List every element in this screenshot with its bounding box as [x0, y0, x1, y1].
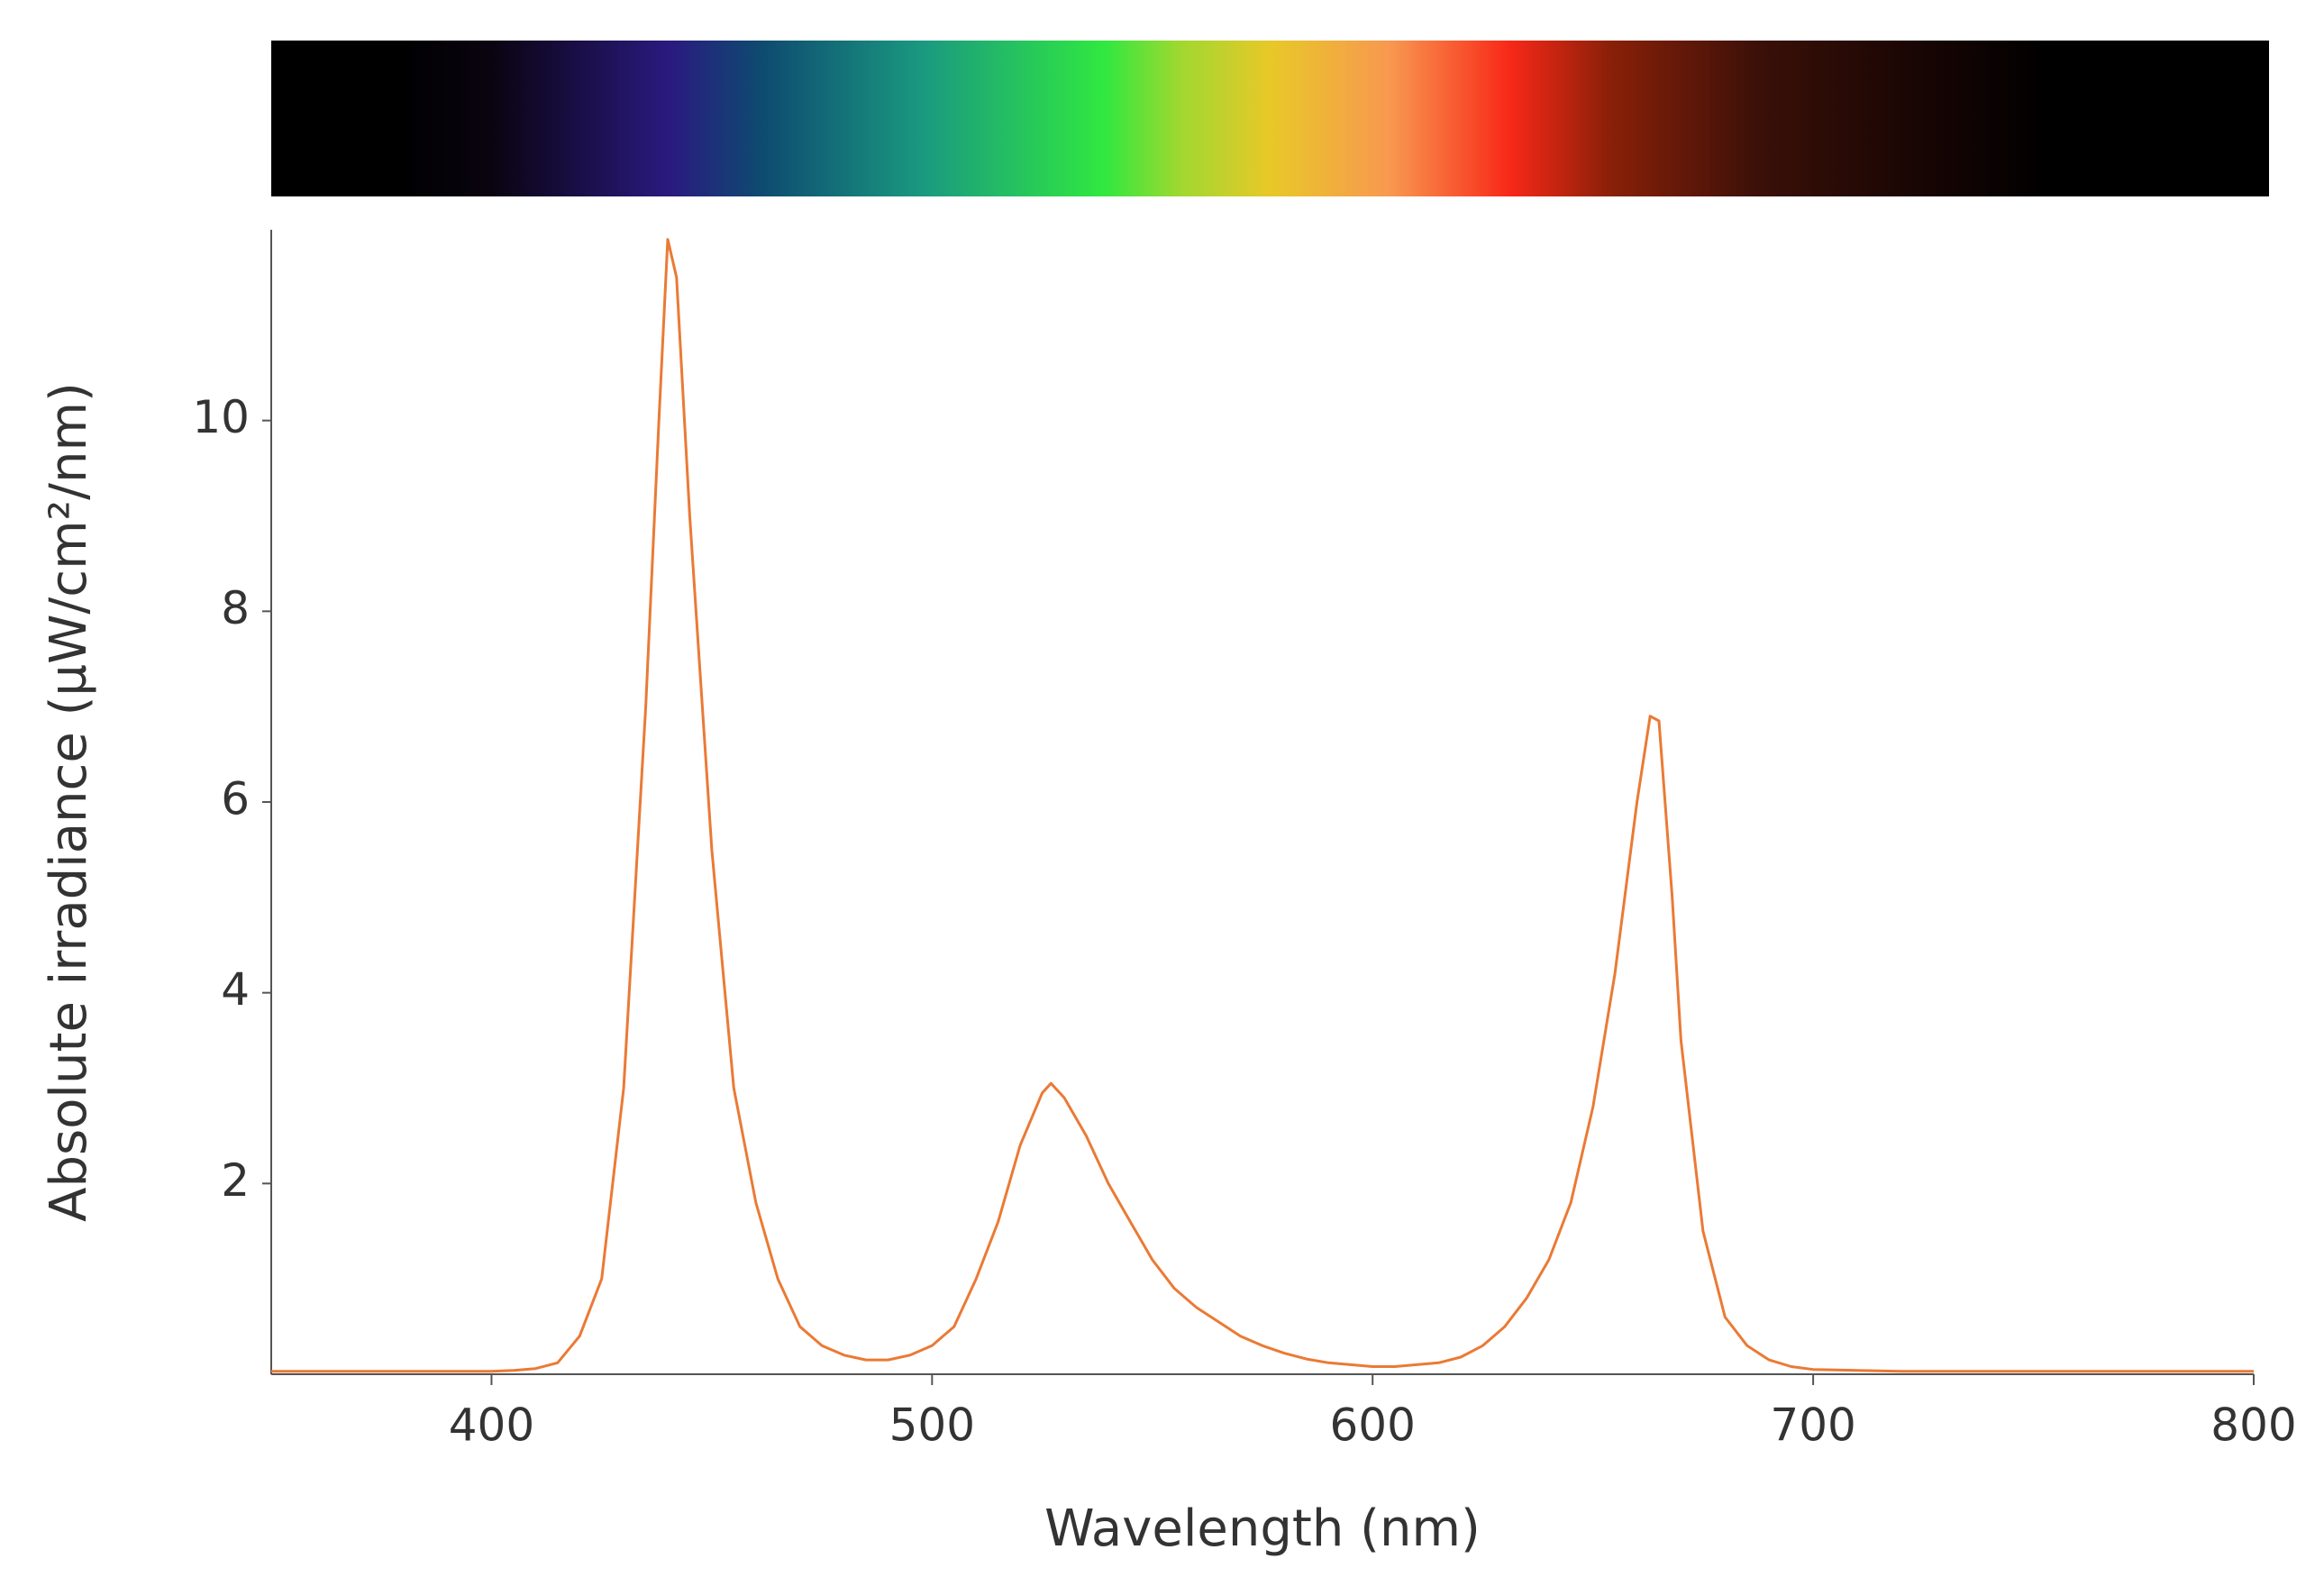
y-tick-label: 4 — [221, 963, 250, 1016]
y-tick-label: 8 — [221, 582, 250, 634]
y-tick-label: 2 — [221, 1154, 250, 1207]
x-tick-label: 500 — [889, 1399, 975, 1452]
spectrum-line — [271, 238, 2254, 1373]
x-axis-label: Wavelength (nm) — [1044, 1500, 1481, 1558]
x-tick-label: 700 — [1770, 1399, 1855, 1452]
spectrum-bar — [271, 41, 2269, 196]
y-tick-label: 6 — [221, 773, 250, 825]
y-tick-label: 10 — [192, 391, 250, 443]
x-tick-label: 600 — [1330, 1399, 1416, 1452]
x-tick-label: 800 — [2210, 1399, 2296, 1452]
y-axis-label: Absolute irradiance (µW/cm²/nm) — [40, 382, 98, 1222]
x-tick-label: 400 — [449, 1399, 534, 1452]
